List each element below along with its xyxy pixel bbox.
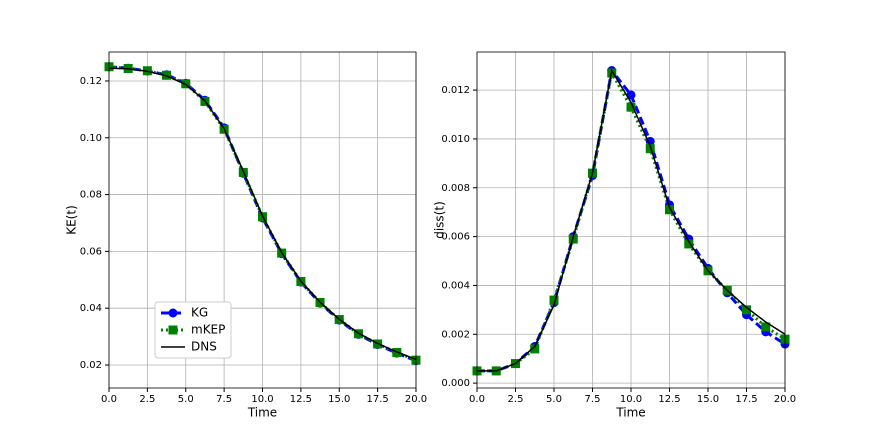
y-tick-label: 0.012 [441,85,470,96]
y-tick-label: 0.010 [441,134,470,145]
y-tick-label: 0.000 [441,378,470,389]
x-tick-label: 7.5 [216,394,232,405]
x-tick-label: 7.5 [585,394,601,405]
marker [549,295,559,305]
marker [742,305,751,315]
x-tick-label: 10.0 [251,394,273,405]
x-tick-label: 12.5 [290,394,312,405]
y-tick-label: 0.006 [441,232,470,243]
x-tick-label: 0.0 [469,394,485,405]
y-tick-label: 0.008 [441,183,470,194]
x-tick-label: 12.5 [658,394,680,405]
marker [530,344,540,354]
legend-label: mKEP [191,323,225,337]
y-tick-label: 0.002 [441,329,470,340]
x-tick-label: 20.0 [774,394,796,405]
legend-label: DNS [191,340,217,354]
x-axis-label: Time [247,406,277,420]
x-tick-label: 20.0 [405,394,427,405]
legend-label: KG [191,306,208,320]
x-tick-label: 5.0 [178,394,194,405]
marker [761,322,771,332]
x-tick-label: 2.5 [139,394,155,405]
x-tick-label: 0.0 [101,394,117,405]
x-axis-label: Time [615,406,645,420]
plot-frame [108,51,417,389]
y-axis-label: KE(t) [65,205,79,235]
x-tick-label: 15.0 [697,394,719,405]
x-tick-label: 10.0 [620,394,642,405]
y-tick-label: 0.04 [80,303,102,314]
y-tick-label: 0.08 [80,190,102,201]
marker [168,325,178,335]
series-line [108,67,417,361]
series-line [477,68,786,372]
x-tick-label: 17.5 [735,394,757,405]
x-tick-label: 17.5 [366,394,388,405]
y-axis-label: diss(t) [433,201,447,239]
plot-frame [476,51,786,389]
marker [626,102,636,112]
marker [168,308,178,318]
y-tick-label: 0.004 [441,280,470,291]
y-tick-label: 0.06 [80,246,102,257]
x-tick-label: 5.0 [546,394,562,405]
x-tick-label: 15.0 [328,394,350,405]
y-tick-label: 0.10 [80,133,102,144]
marker [665,205,674,215]
x-tick-label: 2.5 [508,394,524,405]
y-tick-label: 0.12 [80,76,102,87]
y-tick-label: 0.02 [80,360,102,371]
marker [684,239,694,249]
